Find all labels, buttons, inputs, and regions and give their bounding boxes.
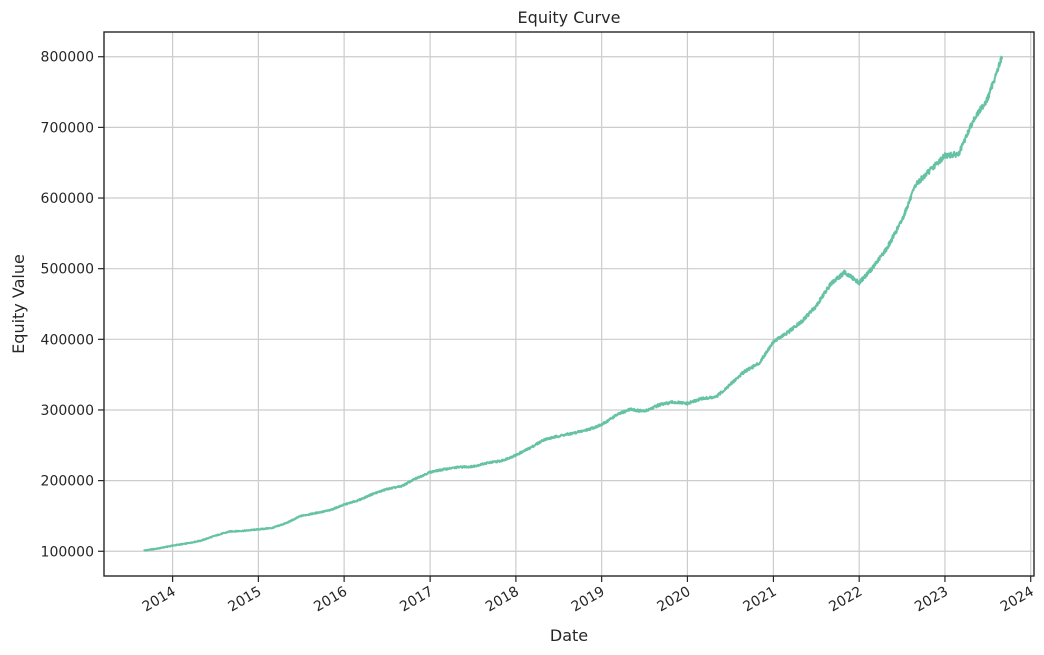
y-axis-label: Equity Value [9,254,28,354]
plot-frame [103,31,1035,577]
equity-series-line [143,55,1004,552]
y-axis-ticks: 100000 200000 300000 400000 500000 600000 7000… [41,50,104,560]
x-axis-label: Date [550,626,588,645]
y-tick-label: 600000 [41,191,94,207]
y-tick-label: 100000 [41,544,94,560]
y-tick-label: 300000 [41,403,94,419]
y-tick-label: 700000 [41,120,94,136]
y-tick-label: 800000 [41,50,94,66]
chart-title: Equity Curve [518,8,621,27]
y-tick-label: 200000 [41,474,94,490]
grid-lines [104,32,1034,576]
y-tick-label: 500000 [41,262,94,278]
y-tick-label: 400000 [41,332,94,348]
